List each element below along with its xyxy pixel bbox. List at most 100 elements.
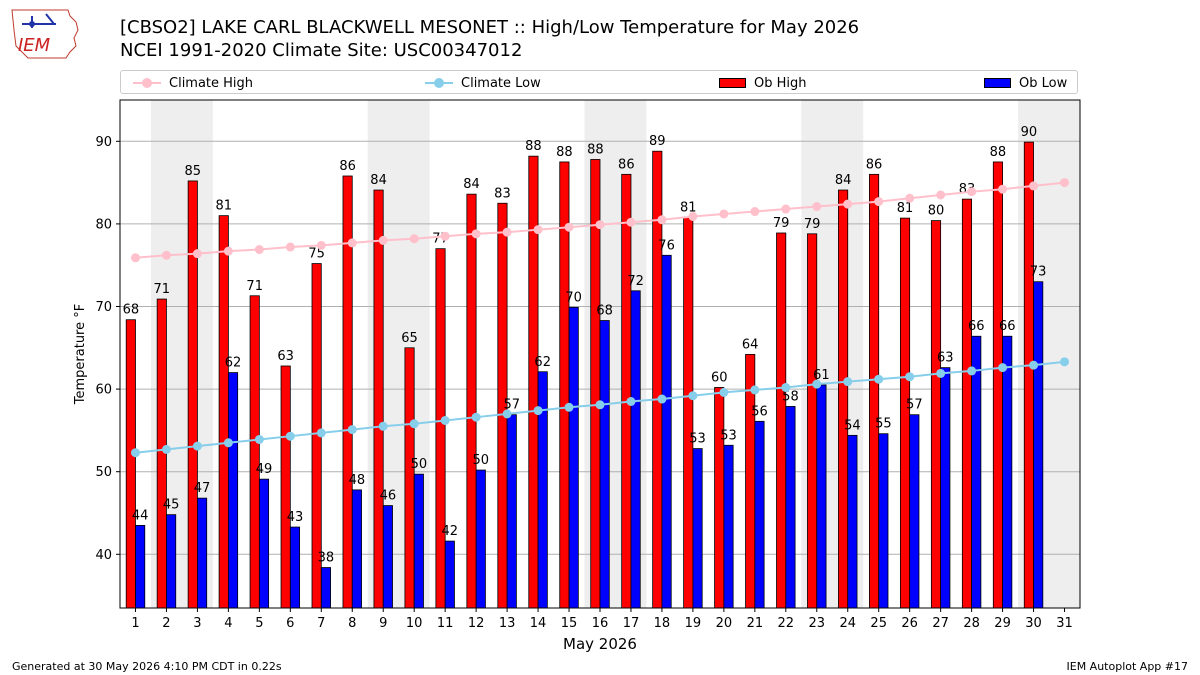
climate-low-point-28 bbox=[967, 366, 977, 376]
ob-low-bar-30 bbox=[1033, 281, 1044, 609]
ob-low-label-18: 76 bbox=[658, 238, 675, 253]
climate-high-point-12 bbox=[471, 229, 481, 239]
climate-high-point-13 bbox=[502, 227, 512, 237]
ob-high-bar-19 bbox=[683, 216, 694, 609]
ob-high-bar-29 bbox=[992, 161, 1003, 609]
climate-low-point-12 bbox=[471, 412, 481, 422]
tick-label-x-21: 21 bbox=[747, 616, 764, 631]
ob-high-label-17: 86 bbox=[618, 157, 635, 172]
ob-low-label-2: 45 bbox=[163, 498, 180, 513]
ob-low-label-8: 48 bbox=[349, 473, 366, 488]
legend-label-ob-low: Ob Low bbox=[1019, 75, 1068, 91]
ob-high-bar-1 bbox=[125, 319, 136, 609]
climate-low-point-31 bbox=[1060, 357, 1070, 367]
ob-high-label-3: 85 bbox=[185, 164, 202, 179]
ob-high-label-25: 86 bbox=[866, 157, 883, 172]
tick-label-x-13: 13 bbox=[499, 616, 516, 631]
ob-low-label-27: 63 bbox=[937, 351, 954, 366]
ob-low-label-12: 50 bbox=[473, 453, 490, 468]
chart-subtitle: NCEI 1991-2020 Climate Site: USC00347012 bbox=[120, 40, 523, 61]
y-axis-label: Temperature °F bbox=[73, 304, 88, 405]
tick-label-x-8: 8 bbox=[348, 616, 356, 631]
climate-low-point-23 bbox=[812, 379, 822, 389]
ob-high-label-26: 81 bbox=[897, 201, 914, 216]
climate-low-point-10 bbox=[409, 419, 419, 429]
ob-high-label-18: 89 bbox=[649, 134, 666, 149]
ob-high-label-10: 65 bbox=[401, 331, 418, 346]
climate-low-point-30 bbox=[1029, 360, 1039, 370]
climate-high-point-1 bbox=[130, 253, 140, 263]
ob-high-label-27: 80 bbox=[928, 204, 945, 219]
ob-low-bar-21 bbox=[754, 420, 765, 609]
tick-label-x-18: 18 bbox=[654, 616, 671, 631]
ob-low-bar-28 bbox=[971, 335, 982, 609]
ob-low-label-17: 72 bbox=[627, 274, 644, 289]
tick-label-x-10: 10 bbox=[406, 616, 423, 631]
climate-high-point-9 bbox=[378, 235, 388, 245]
climate-low-point-18 bbox=[657, 394, 667, 404]
ob-high-bar-5 bbox=[249, 295, 260, 609]
ob-low-label-16: 68 bbox=[596, 304, 613, 319]
legend-item-climate-low: Climate Low bbox=[425, 74, 541, 92]
legend-item-ob-high: Ob High bbox=[719, 74, 807, 92]
climate-low-point-5 bbox=[254, 434, 264, 444]
chart-title: [CBSO2] LAKE CARL BLACKWELL MESONET :: H… bbox=[120, 17, 860, 38]
ob-high-label-1: 68 bbox=[123, 303, 140, 318]
legend-item-ob-low: Ob Low bbox=[984, 74, 1067, 92]
ob-high-bar-20 bbox=[714, 387, 725, 609]
ob-low-label-4: 62 bbox=[225, 356, 242, 371]
climate-high-point-28 bbox=[967, 187, 977, 197]
climate-low-point-14 bbox=[533, 406, 543, 416]
ob-high-bar-3 bbox=[187, 180, 198, 609]
ob-high-bar-10 bbox=[404, 347, 415, 609]
ob-high-bar-23 bbox=[807, 233, 818, 609]
climate-low-point-3 bbox=[192, 441, 202, 451]
ob-low-bar-2 bbox=[166, 514, 177, 609]
ob-low-label-6: 43 bbox=[287, 510, 304, 525]
ob-low-bar-24 bbox=[847, 434, 858, 609]
climate-high-point-3 bbox=[192, 249, 202, 259]
tick-label-x-24: 24 bbox=[839, 616, 856, 631]
ob-low-bar-7 bbox=[320, 567, 331, 609]
tick-label-x-31: 31 bbox=[1056, 616, 1073, 631]
tick-label-x-11: 11 bbox=[437, 616, 454, 631]
climate-high-point-6 bbox=[285, 242, 295, 252]
ob-high-label-14: 88 bbox=[525, 139, 542, 154]
ob-low-bar-17 bbox=[630, 290, 641, 609]
ob-low-label-15: 70 bbox=[565, 290, 582, 305]
tick-label-x-2: 2 bbox=[162, 616, 170, 631]
climate-low-point-13 bbox=[502, 409, 512, 419]
tick-label-x-17: 17 bbox=[623, 616, 640, 631]
ob-high-bar-26 bbox=[899, 217, 911, 609]
ob-high-label-24: 84 bbox=[835, 173, 852, 188]
ob-high-label-4: 81 bbox=[215, 199, 232, 214]
ob-high-bar-14 bbox=[528, 155, 539, 609]
climate-low-point-16 bbox=[595, 400, 605, 410]
ob-high-label-5: 71 bbox=[246, 279, 263, 294]
tick-label-x-5: 5 bbox=[255, 616, 263, 631]
ob-high-bar-11 bbox=[435, 248, 446, 609]
climate-low-point-17 bbox=[626, 396, 636, 406]
ob-high-label-30: 90 bbox=[1021, 125, 1038, 140]
ob-high-bar-9 bbox=[373, 189, 384, 609]
tick-label-x-7: 7 bbox=[317, 616, 325, 631]
ob-high-label-23: 79 bbox=[804, 217, 821, 232]
ob-high-label-13: 83 bbox=[494, 186, 511, 201]
climate-high-point-16 bbox=[595, 220, 605, 230]
ob-low-bar-1 bbox=[135, 524, 146, 609]
climate-low-point-21 bbox=[750, 385, 760, 395]
ob-low-label-24: 54 bbox=[844, 418, 861, 433]
climate-high-point-25 bbox=[874, 197, 884, 207]
climate-low-point-24 bbox=[843, 377, 853, 387]
ob-low-label-3: 47 bbox=[194, 481, 211, 496]
ob-low-label-10: 50 bbox=[411, 457, 428, 472]
tick-label-x-12: 12 bbox=[468, 616, 485, 631]
ob-high-label-8: 86 bbox=[339, 159, 356, 174]
climate-high-point-30 bbox=[1029, 181, 1039, 191]
ob-low-label-25: 55 bbox=[875, 417, 892, 432]
ob-high-label-12: 84 bbox=[463, 177, 480, 192]
climate-high-point-19 bbox=[688, 211, 698, 221]
ob-low-bar-3 bbox=[197, 497, 208, 609]
climate-high-point-18 bbox=[657, 215, 667, 225]
